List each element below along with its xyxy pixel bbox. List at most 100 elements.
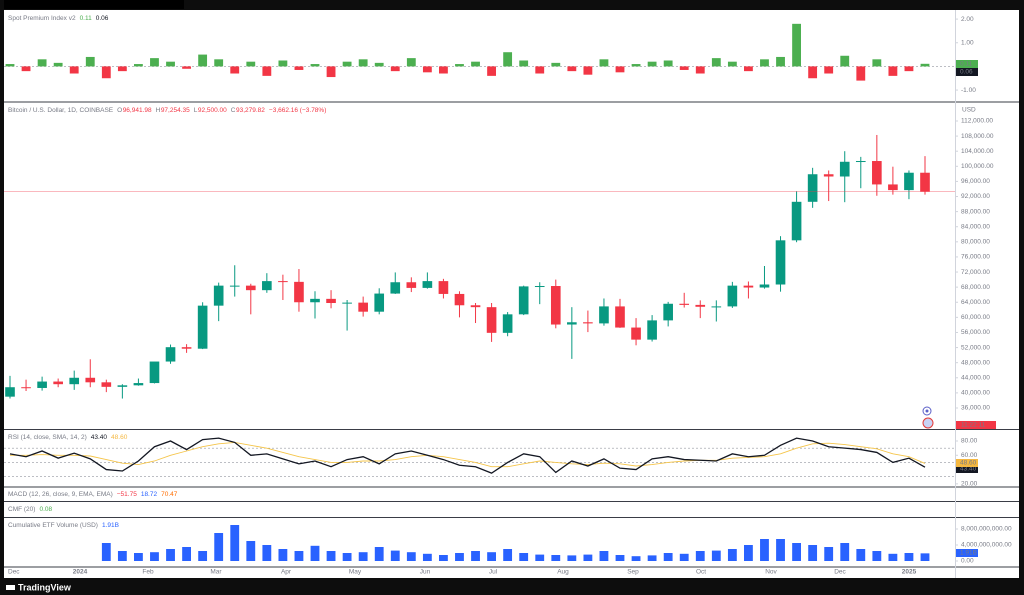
candle-body — [920, 172, 930, 192]
candle-body — [37, 381, 47, 388]
bar — [5, 64, 15, 67]
bar — [727, 61, 737, 67]
bar — [358, 552, 368, 561]
y-tick-label: 100,000.00 — [961, 163, 994, 170]
bar — [695, 551, 705, 561]
bar — [358, 59, 368, 67]
bar — [679, 66, 689, 70]
bar — [134, 64, 143, 67]
bar — [551, 62, 561, 67]
x-tick-label: Oct — [696, 569, 706, 576]
bar — [583, 554, 593, 561]
value-badge-text: 0.06 — [960, 69, 973, 76]
bar — [695, 66, 705, 74]
bar — [792, 543, 801, 561]
bar — [37, 59, 47, 67]
value-badge — [956, 68, 978, 76]
brand: TradingView — [18, 582, 72, 592]
bar — [166, 549, 175, 561]
bar — [776, 56, 785, 67]
candle-body — [390, 282, 401, 294]
legend-value: 70.47 — [161, 491, 178, 498]
bar — [374, 547, 384, 561]
bar — [326, 66, 336, 78]
x-tick-label: Dec — [834, 569, 846, 576]
legend-value: 92,500.00 — [198, 107, 227, 114]
bar — [888, 66, 898, 76]
bar — [856, 66, 866, 81]
candle-body — [855, 161, 866, 163]
candle-body — [5, 387, 15, 397]
x-tick-label: 2024 — [73, 569, 88, 576]
candle-body — [454, 293, 465, 306]
candle-body — [872, 161, 882, 185]
bar — [872, 59, 882, 67]
series-line — [10, 441, 926, 468]
y-tick-label: 56,000.00 — [961, 329, 990, 336]
x-tick-label: Sep — [627, 569, 639, 576]
candle-body — [197, 305, 208, 349]
candle-body — [727, 285, 738, 307]
bar — [615, 555, 625, 561]
legend-value: 0.08 — [39, 506, 52, 513]
legend-value: −3,662.16 (−3.78%) — [269, 107, 326, 114]
candle-body — [326, 298, 336, 304]
bar — [888, 553, 898, 561]
price-unit: USD — [962, 107, 976, 114]
x-tick-label: Jun — [420, 569, 431, 576]
pane-legend: Bitcoin / U.S. Dollar, 1D, COINBASE O96,9… — [8, 107, 326, 114]
bar — [808, 545, 818, 561]
pane-title: CMF (20) — [8, 506, 35, 513]
y-tick-label: 108,000.00 — [961, 133, 994, 140]
bar — [535, 66, 545, 74]
bar — [760, 59, 769, 67]
candle-body — [165, 347, 176, 362]
candle-body — [615, 306, 625, 328]
x-tick-label: Nov — [765, 569, 777, 576]
bar — [840, 55, 850, 67]
separators — [4, 10, 1019, 578]
candle-body — [743, 285, 754, 288]
y-tick-label: 40,000.00 — [961, 390, 990, 397]
x-tick-label: Dec — [8, 569, 20, 576]
y-tick-label: 84,000.00 — [961, 223, 990, 230]
pane-legend: CMF (20) 0.08 — [8, 506, 52, 513]
bar — [487, 66, 496, 76]
bar — [631, 64, 641, 67]
bar — [872, 551, 882, 561]
y-tick-label: 52,000.00 — [961, 344, 990, 351]
bar — [422, 553, 432, 561]
y-tick-label: 20.00 — [961, 481, 978, 488]
candle-body — [262, 281, 272, 291]
bar — [406, 58, 416, 67]
candle-body — [69, 377, 80, 385]
bar — [374, 62, 384, 67]
pane-title: Cumulative ETF Volume (USD) — [8, 522, 98, 529]
bar — [150, 552, 159, 561]
bar — [246, 541, 256, 561]
bar — [246, 61, 256, 67]
bar — [262, 545, 272, 561]
pane-title: Spot Premium Index v2 — [8, 15, 76, 22]
candle-body — [245, 285, 256, 291]
bar — [519, 553, 529, 561]
bar — [117, 551, 127, 561]
bar — [551, 555, 561, 561]
candle-body — [807, 174, 818, 202]
y-tick-label: 104,000.00 — [961, 148, 994, 155]
x-tick-label: Apr — [281, 569, 292, 576]
y-tick-label: 60.00 — [961, 452, 978, 459]
bar — [824, 547, 834, 561]
value-badge-text: 48.60 — [960, 460, 977, 467]
bar — [535, 554, 545, 561]
legend-value: 48.60 — [111, 434, 128, 441]
bar — [487, 552, 496, 561]
candle-body — [567, 322, 577, 325]
bar — [631, 556, 641, 561]
y-tick-label: 76,000.00 — [961, 254, 990, 261]
bar — [711, 550, 721, 561]
legend-value: 18.72 — [141, 491, 158, 498]
bar — [101, 543, 111, 561]
flag-icon[interactable] — [922, 417, 934, 429]
